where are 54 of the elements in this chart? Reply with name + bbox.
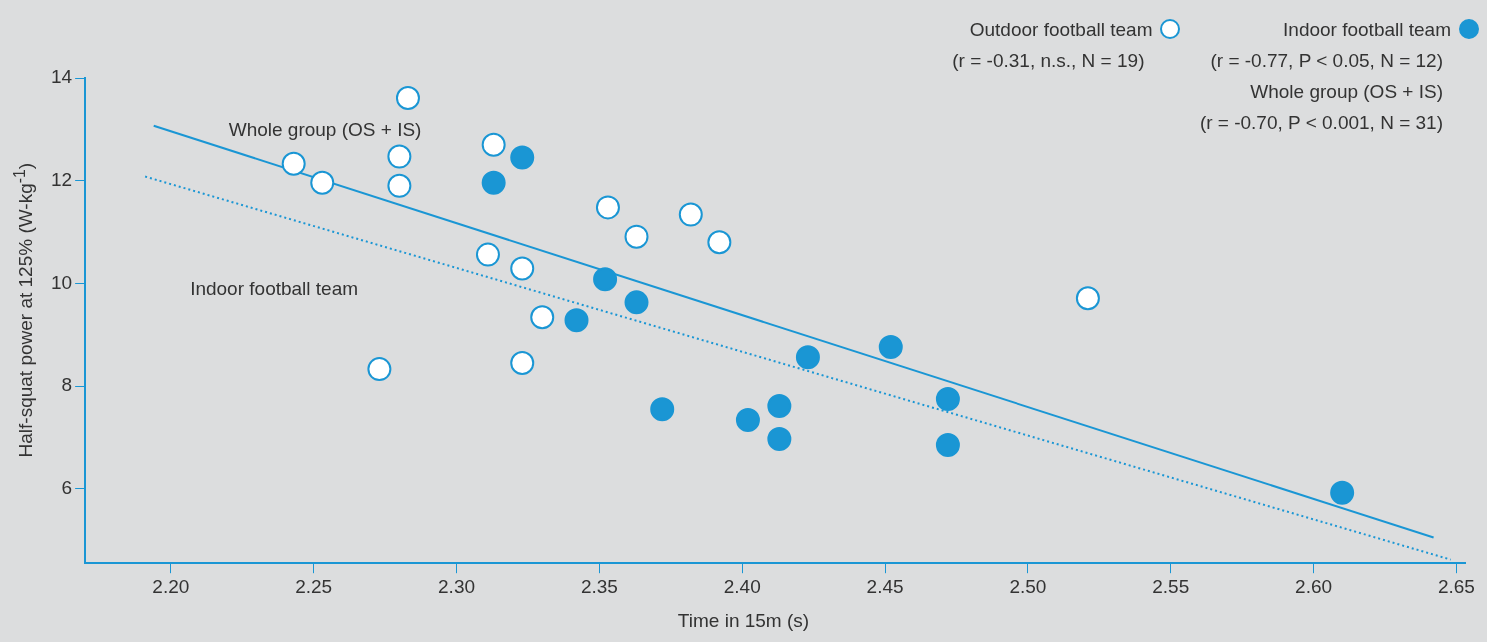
series-label: Indoor football team bbox=[190, 277, 359, 299]
point bbox=[395, 86, 420, 111]
point bbox=[624, 290, 649, 315]
point bbox=[735, 407, 760, 432]
point bbox=[678, 202, 703, 227]
point bbox=[767, 426, 792, 451]
point bbox=[510, 350, 535, 375]
text: Whole group (OS + IS) bbox=[1250, 81, 1443, 102]
point bbox=[475, 242, 500, 267]
point bbox=[1330, 480, 1355, 505]
point bbox=[387, 173, 412, 198]
point bbox=[767, 394, 792, 419]
point bbox=[935, 386, 960, 411]
legend-label: Outdoor football team bbox=[968, 18, 1154, 42]
point bbox=[564, 308, 589, 333]
x-tick-label: 2.45 bbox=[866, 575, 904, 597]
x-tick-label: 2.60 bbox=[1295, 575, 1333, 597]
y-tick-label: 14 bbox=[50, 66, 73, 88]
point bbox=[481, 170, 506, 195]
x-tick-label: 2.25 bbox=[295, 575, 333, 597]
point bbox=[310, 170, 335, 195]
point bbox=[510, 256, 535, 281]
y-tick-label: 10 bbox=[50, 271, 73, 293]
x-tick-label: 2.30 bbox=[438, 575, 476, 597]
y-tick-label: 6 bbox=[61, 476, 73, 498]
point bbox=[595, 195, 620, 220]
point bbox=[795, 345, 820, 370]
point bbox=[481, 132, 506, 157]
legend-label: Indoor football team bbox=[1282, 18, 1452, 42]
x-tick-label: 2.20 bbox=[152, 575, 190, 597]
point bbox=[707, 230, 732, 255]
annotation: (r = -0.70, P < 0.001, N = 31) bbox=[1198, 111, 1443, 135]
text: (r = -0.31, n.s., N = 19) bbox=[952, 49, 1145, 73]
point bbox=[281, 151, 306, 176]
x-tick-label: 2.40 bbox=[723, 575, 761, 597]
x-axis-title: Time in 15m (s) bbox=[676, 610, 811, 632]
text: (r = -0.77, P < 0.05, N = 12) bbox=[1210, 49, 1443, 73]
y-tick-label: 8 bbox=[61, 374, 73, 396]
point bbox=[650, 397, 675, 422]
point bbox=[530, 305, 555, 330]
point bbox=[367, 357, 392, 382]
x-tick-label: 2.50 bbox=[1009, 575, 1047, 597]
point bbox=[593, 267, 618, 292]
point bbox=[510, 145, 535, 170]
point bbox=[935, 433, 960, 458]
point bbox=[387, 144, 412, 169]
series-label: Whole group (OS + IS) bbox=[228, 118, 422, 140]
y-tick-label: 12 bbox=[50, 168, 73, 190]
point bbox=[624, 224, 649, 249]
point bbox=[878, 335, 903, 360]
x-tick-label: 2.55 bbox=[1152, 575, 1190, 597]
x-tick-label: 2.35 bbox=[580, 575, 618, 597]
point bbox=[1075, 286, 1100, 311]
x-tick-label: 2.65 bbox=[1437, 575, 1475, 597]
